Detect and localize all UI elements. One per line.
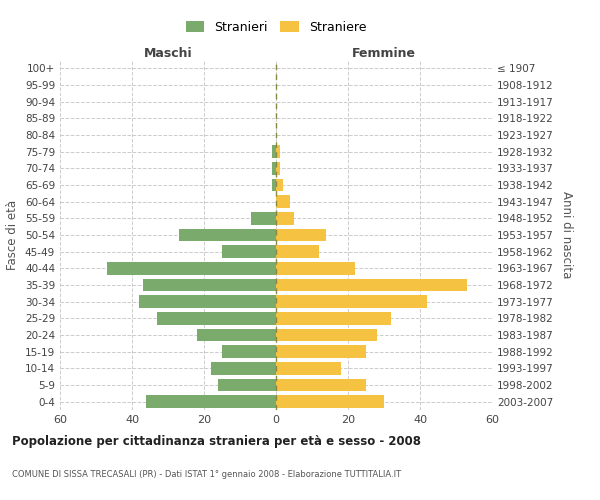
Bar — [276, 162, 280, 174]
Text: COMUNE DI SISSA TRECASALI (PR) - Dati ISTAT 1° gennaio 2008 - Elaborazione TUTTI: COMUNE DI SISSA TRECASALI (PR) - Dati IS… — [12, 470, 401, 479]
Y-axis label: Anni di nascita: Anni di nascita — [560, 192, 573, 278]
Bar — [222, 346, 276, 358]
Bar — [276, 146, 280, 158]
Bar — [218, 379, 276, 391]
Bar — [139, 296, 276, 308]
Bar — [107, 262, 276, 274]
Legend: Stranieri, Straniere: Stranieri, Straniere — [182, 18, 370, 38]
Bar — [179, 229, 276, 241]
Bar — [276, 362, 341, 374]
Bar — [276, 262, 355, 274]
Bar — [276, 296, 427, 308]
Text: Femmine: Femmine — [352, 47, 416, 60]
Y-axis label: Fasce di età: Fasce di età — [7, 200, 19, 270]
Bar — [276, 329, 377, 341]
Bar — [276, 279, 467, 291]
Bar — [143, 279, 276, 291]
Text: Popolazione per cittadinanza straniera per età e sesso - 2008: Popolazione per cittadinanza straniera p… — [12, 435, 421, 448]
Bar — [276, 396, 384, 408]
Bar — [276, 346, 366, 358]
Bar — [272, 179, 276, 191]
Text: Maschi: Maschi — [143, 47, 193, 60]
Bar — [146, 396, 276, 408]
Bar — [276, 212, 294, 224]
Bar — [251, 212, 276, 224]
Bar — [272, 162, 276, 174]
Bar — [276, 379, 366, 391]
Bar — [157, 312, 276, 324]
Bar — [222, 246, 276, 258]
Bar — [276, 229, 326, 241]
Bar — [276, 196, 290, 208]
Bar — [197, 329, 276, 341]
Bar — [272, 146, 276, 158]
Bar — [276, 179, 283, 191]
Bar — [276, 246, 319, 258]
Bar — [211, 362, 276, 374]
Bar — [276, 312, 391, 324]
